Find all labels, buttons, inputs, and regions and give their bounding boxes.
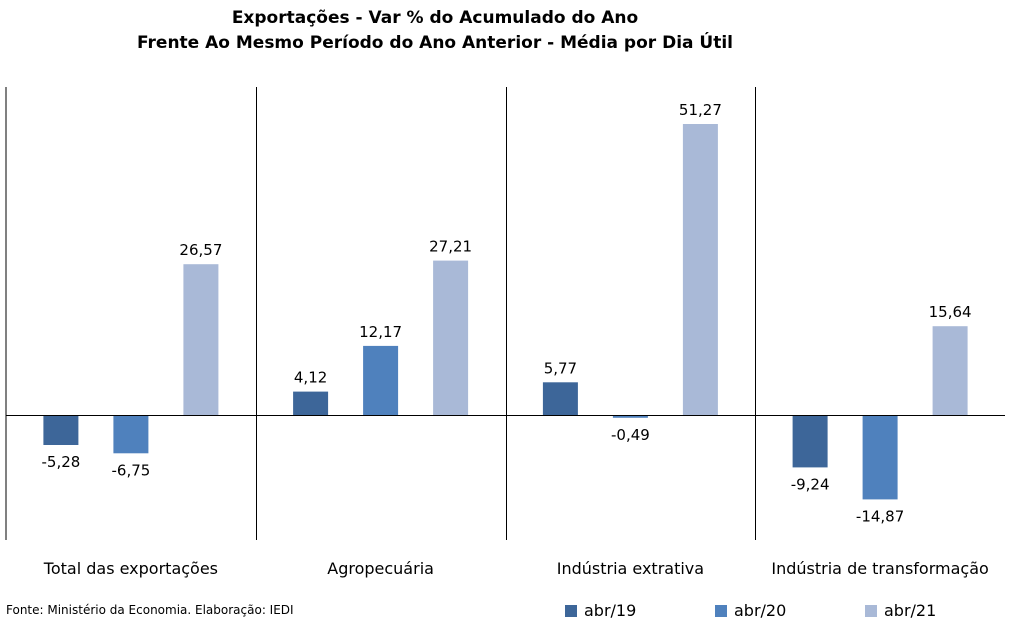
data-label: 12,17: [359, 323, 402, 341]
bar-abr20-3: [862, 415, 898, 500]
bar-abr21-3: [932, 326, 968, 415]
chart-title-line2: Frente Ao Mesmo Período do Ano Anterior …: [137, 33, 733, 53]
bar-abr20-1: [363, 345, 399, 415]
bar-abr21-2: [682, 124, 718, 415]
category-label: Indústria extrativa: [557, 559, 704, 578]
data-label: -5,28: [41, 453, 80, 471]
bar-abr19-0: [43, 415, 79, 445]
source-note: Fonte: Ministério da Economia. Elaboraçã…: [6, 603, 294, 617]
legend-swatch-abr21: [865, 604, 877, 617]
data-label: -9,24: [791, 475, 830, 493]
bar-abr20-2: [612, 415, 648, 418]
bar-abr21-0: [183, 264, 219, 415]
chart-title-line1: Exportações - Var % do Acumulado do Ano: [231, 8, 639, 28]
data-label: 51,27: [679, 101, 722, 119]
data-label: -14,87: [856, 507, 904, 525]
legend-swatch-abr20: [715, 604, 727, 617]
legend-label-abr21: abr/21: [884, 601, 937, 620]
chart-title: Exportações - Var % do Acumulado do Ano …: [0, 6, 870, 56]
category-label: Agropecuária: [327, 559, 434, 578]
data-label: -6,75: [111, 461, 150, 479]
category-label: Total das exportações: [43, 559, 218, 578]
bar-abr19-3: [792, 415, 828, 468]
bar-abr21-1: [433, 260, 469, 415]
data-label: 4,12: [294, 369, 327, 387]
data-label: 27,21: [429, 238, 472, 256]
bar-abr19-2: [542, 382, 578, 415]
legend-label-abr19: abr/19: [584, 601, 637, 620]
bar-abr20-0: [113, 415, 149, 454]
legend-label-abr20: abr/20: [734, 601, 787, 620]
data-label: 5,77: [544, 359, 577, 377]
data-label: 26,57: [179, 241, 222, 259]
legend: abr/19 abr/20 abr/21: [565, 601, 1011, 620]
legend-item-abr20: abr/20: [715, 601, 865, 620]
category-label: Indústria de transformação: [771, 559, 988, 578]
data-label: 15,64: [929, 303, 972, 321]
legend-swatch-abr19: [565, 604, 577, 617]
data-label: -0,49: [611, 426, 650, 444]
legend-item-abr19: abr/19: [565, 601, 715, 620]
legend-item-abr21: abr/21: [865, 601, 1011, 620]
bar-abr19-1: [293, 391, 329, 415]
